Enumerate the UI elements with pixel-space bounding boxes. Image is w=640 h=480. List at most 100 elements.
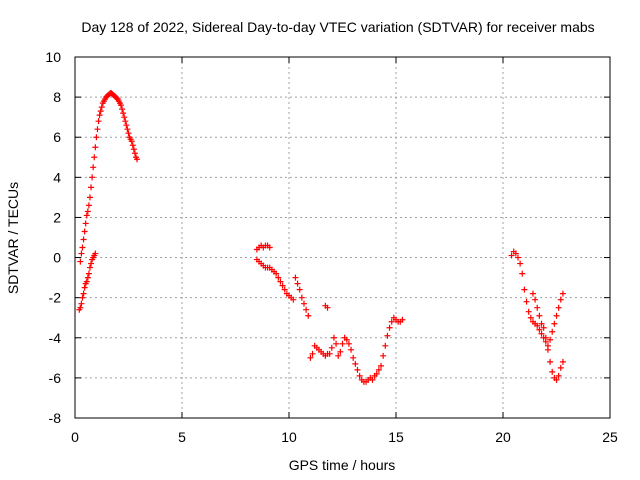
data-point <box>553 312 560 319</box>
data-point <box>523 298 530 305</box>
data-point <box>551 320 558 327</box>
data-point <box>118 102 125 109</box>
series-midday <box>253 256 312 319</box>
data-point <box>309 350 316 357</box>
data-point <box>540 324 547 331</box>
data-point <box>536 326 543 333</box>
data-point <box>81 284 88 291</box>
data-point <box>512 250 519 257</box>
data-point <box>547 358 554 365</box>
data-point <box>279 282 286 289</box>
series-evening <box>508 248 566 349</box>
data-point <box>85 270 92 277</box>
data-point <box>84 274 91 281</box>
data-point <box>547 336 554 343</box>
data-point <box>83 278 90 285</box>
x-tick-label: 10 <box>281 429 297 445</box>
data-point <box>559 290 566 297</box>
grid <box>75 57 610 418</box>
plot-frame <box>74 56 611 419</box>
data-point <box>369 376 376 383</box>
data-point <box>303 306 310 313</box>
x-tick-label: 20 <box>495 429 511 445</box>
x-tick-label: 0 <box>71 429 79 445</box>
data-point <box>527 314 534 321</box>
data-point <box>514 254 521 261</box>
data-point <box>307 354 314 361</box>
data-point <box>343 336 350 343</box>
data-point <box>292 274 299 281</box>
data-point <box>91 154 98 161</box>
data-point <box>555 372 562 379</box>
data-point <box>557 364 564 371</box>
data-point <box>555 304 562 311</box>
data-point <box>96 112 103 119</box>
data-point <box>382 342 389 349</box>
data-point <box>95 118 102 125</box>
data-point <box>399 316 406 323</box>
data-point <box>90 164 97 171</box>
series-early-rise <box>76 250 99 313</box>
data-point <box>122 118 129 125</box>
data-point <box>519 270 526 277</box>
data-point <box>281 286 288 293</box>
data-point <box>538 330 545 337</box>
data-point <box>128 138 135 145</box>
data-point <box>86 194 93 201</box>
data-point <box>378 362 385 369</box>
data-point <box>508 252 515 259</box>
data-point <box>294 280 301 287</box>
data-point <box>305 312 312 319</box>
data-point <box>339 340 346 347</box>
x-tick-label: 15 <box>388 429 404 445</box>
x-tick-label: 25 <box>602 429 618 445</box>
data-point <box>88 260 95 267</box>
y-tick-label: -2 <box>49 290 62 306</box>
y-tick-label: -6 <box>49 370 62 386</box>
data-point <box>79 294 86 301</box>
data-point <box>348 346 355 353</box>
data-point <box>290 296 297 303</box>
data-point <box>134 156 141 163</box>
chart-title: Day 128 of 2022, Sidereal Day-to-day VTE… <box>81 19 594 35</box>
data-point <box>273 270 280 277</box>
data-point <box>79 244 86 251</box>
data-point <box>125 130 132 137</box>
y-tick-label: 10 <box>45 49 61 65</box>
data-point <box>277 278 284 285</box>
data-point <box>266 244 273 251</box>
data-point <box>85 202 92 209</box>
data-point <box>521 286 528 293</box>
data-point <box>375 366 382 373</box>
data-point <box>77 258 84 265</box>
data-point <box>275 274 282 281</box>
data-point <box>82 220 89 227</box>
data-point <box>94 126 101 133</box>
data-point <box>335 352 342 359</box>
data-point <box>83 212 90 219</box>
y-tick-label: -8 <box>49 410 62 426</box>
data-point <box>98 104 105 111</box>
data-point <box>538 320 545 327</box>
y-tick-label: 4 <box>53 169 61 185</box>
data-point <box>97 108 104 115</box>
series-spike <box>322 302 331 311</box>
data-point <box>131 150 138 157</box>
data-point <box>121 114 128 121</box>
data-point <box>92 144 99 151</box>
data-point <box>350 354 357 361</box>
data-point <box>345 340 352 347</box>
data-point <box>81 228 88 235</box>
data-point <box>89 174 96 181</box>
data-point <box>328 344 335 351</box>
data-point <box>300 300 307 307</box>
series-main-peak <box>77 90 141 265</box>
series-afternoon <box>307 314 406 385</box>
data-point <box>557 296 564 303</box>
y-tick-label: -4 <box>49 330 62 346</box>
y-tick-label: 0 <box>53 250 61 266</box>
data-point <box>88 184 95 191</box>
data-point <box>86 264 93 271</box>
data-point <box>130 146 137 153</box>
